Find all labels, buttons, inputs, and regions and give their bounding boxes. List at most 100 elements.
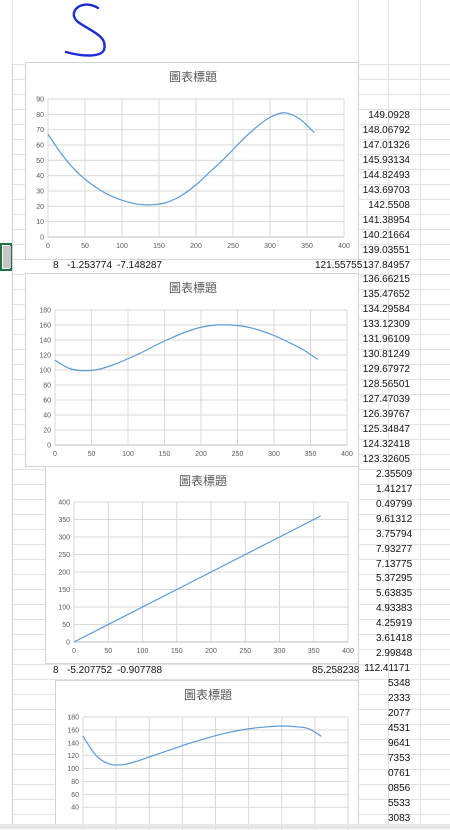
y-tick-label: 250 xyxy=(58,552,70,559)
x-tick-label: 200 xyxy=(205,648,217,655)
y-tick-label: 0 xyxy=(47,443,51,450)
cell[interactable]: 4.25919 xyxy=(376,618,413,630)
cell[interactable]: 141.38954 xyxy=(362,214,410,226)
chart-2[interactable]: 圖表標題 0 20 40 60 80 100 120 140 160 180 0 50 100 150 200… xyxy=(25,273,359,467)
active-cell-fill xyxy=(3,246,11,268)
y-tick-label: 90 xyxy=(36,97,44,104)
cell[interactable]: 121.55755 xyxy=(315,260,363,271)
x-tick-label: 300 xyxy=(264,243,276,250)
cell[interactable]: 127.47039 xyxy=(362,394,410,406)
cell[interactable]: 0761 xyxy=(388,767,411,779)
cell[interactable]: 0.49799 xyxy=(376,498,413,510)
y-tick-label: 0 xyxy=(66,640,70,647)
cell[interactable]: 144.82493 xyxy=(362,169,410,181)
chart-2-svg: 圖表標題 0 20 40 60 80 100 120 140 160 180 0 50 100 150 200… xyxy=(39,281,353,458)
y-tick-label: 300 xyxy=(58,535,70,542)
handwritten-s-mark-icon xyxy=(64,3,106,57)
cell[interactable]: 139.03551 xyxy=(362,244,410,256)
row-gridline xyxy=(0,664,450,665)
row-header-column xyxy=(0,64,13,829)
cell[interactable]: 128.56501 xyxy=(362,379,410,391)
chart-title: 圖表標題 xyxy=(184,688,232,702)
x-tick-label: 50 xyxy=(81,243,89,250)
cell[interactable]: 7353 xyxy=(388,752,411,764)
cell[interactable]: 124.32418 xyxy=(362,438,410,450)
y-tick-label: 100 xyxy=(39,368,51,375)
cell[interactable]: 148.06792 xyxy=(362,124,410,136)
cell[interactable]: 112.41171 xyxy=(364,663,410,675)
cell[interactable]: 5533 xyxy=(388,797,411,809)
cell[interactable]: 2077 xyxy=(388,708,411,719)
x-tick-label: 150 xyxy=(159,451,171,458)
cell[interactable]: 135.47652 xyxy=(362,289,410,301)
chart-title: 圖表標題 xyxy=(179,474,227,488)
y-tick-label: 60 xyxy=(71,792,79,799)
y-tick-label: 20 xyxy=(36,204,44,211)
row-gridline xyxy=(0,679,450,680)
data-row-b[interactable]: 8 -5.207752 -0.907788 85.258238 xyxy=(50,665,360,678)
cell[interactable]: 3.61418 xyxy=(376,633,413,645)
cell[interactable]: -5.207752 xyxy=(67,665,113,676)
cell[interactable]: 134.29584 xyxy=(362,304,410,316)
cell[interactable]: 7.13775 xyxy=(376,558,413,570)
y-tick-label: 400 xyxy=(58,500,70,507)
y-tick-label: 200 xyxy=(58,570,70,577)
cell[interactable]: 3083 xyxy=(388,812,411,824)
chart-1[interactable]: 圖表標題 0 10 20 30 40 50 60 70 80 90 0 50 100 150 200 250 30… xyxy=(25,62,359,260)
active-cell[interactable] xyxy=(0,243,12,271)
series-line xyxy=(82,725,322,766)
cell[interactable]: 2.99848 xyxy=(376,648,413,660)
cell[interactable]: 133.12309 xyxy=(362,319,410,331)
cell[interactable]: -7.148287 xyxy=(117,260,163,271)
cell[interactable]: 142.5508 xyxy=(368,199,410,211)
cell[interactable]: 8 xyxy=(53,665,59,676)
cell[interactable]: 125.34847 xyxy=(362,423,410,435)
cell[interactable]: 147.01326 xyxy=(362,139,410,151)
data-row-a[interactable]: 8 -1.253774 -7.148287 121.55755 xyxy=(50,260,363,273)
cell[interactable]: 4531 xyxy=(388,722,411,734)
y-tick-label: 150 xyxy=(58,587,70,594)
cell[interactable]: 140.21664 xyxy=(362,229,410,241)
cell[interactable]: 5348 xyxy=(388,678,411,690)
cell[interactable]: 136.66215 xyxy=(362,274,410,286)
y-tick-label: 140 xyxy=(39,338,51,345)
cell[interactable]: 126.39767 xyxy=(362,409,410,420)
chart-4[interactable]: 圖表標題 40 60 80 100 120 140 160 180 xyxy=(55,680,359,830)
cell[interactable]: 3.75794 xyxy=(376,528,413,540)
cell[interactable]: 0856 xyxy=(388,782,411,794)
cell[interactable]: 9641 xyxy=(388,737,411,749)
y-tick-label: 60 xyxy=(36,143,44,150)
cell[interactable]: 131.96109 xyxy=(362,334,410,346)
cell[interactable]: -1.253774 xyxy=(67,260,113,271)
cell[interactable]: 2.35509 xyxy=(376,468,413,480)
cell[interactable]: 1.41217 xyxy=(376,483,413,495)
y-tick-label: 350 xyxy=(58,517,70,524)
x-tick-label: 50 xyxy=(88,451,96,458)
cell[interactable]: 137.84957 xyxy=(362,259,410,271)
cell[interactable]: 5.63835 xyxy=(376,588,413,600)
cell[interactable]: 143.69703 xyxy=(362,184,410,196)
series-line xyxy=(73,515,321,643)
cell[interactable]: 9.61312 xyxy=(376,513,413,525)
cell[interactable]: 5.37295 xyxy=(376,573,413,585)
y-tick-label: 100 xyxy=(67,766,79,773)
x-tick-label: 150 xyxy=(153,243,165,250)
cell[interactable]: 149.0928 xyxy=(368,110,410,121)
cell[interactable]: 145.93134 xyxy=(362,154,410,166)
cell[interactable]: 8 xyxy=(53,260,59,271)
series-line xyxy=(47,112,315,206)
y-tick-label: 70 xyxy=(36,127,44,134)
cell[interactable]: 4.93383 xyxy=(376,603,413,615)
cell[interactable]: 7.93277 xyxy=(376,543,413,555)
horizontal-scrollbar[interactable] xyxy=(0,824,450,829)
cell[interactable]: 123.32605 xyxy=(362,453,410,465)
x-tick-label: 200 xyxy=(195,451,207,458)
cell[interactable]: -0.907788 xyxy=(117,665,163,676)
series-line xyxy=(54,324,319,372)
chart-3[interactable]: 圖表標題 0 50 100 150 200 250 300 350 400 0 50 100 150 200… xyxy=(45,466,359,664)
cell[interactable]: 2333 xyxy=(388,693,411,705)
cell[interactable]: 85.258238 xyxy=(312,665,360,676)
cell[interactable]: 130.81249 xyxy=(362,349,410,361)
cell[interactable]: 129.67972 xyxy=(362,364,410,376)
y-tick-label: 80 xyxy=(71,779,79,786)
